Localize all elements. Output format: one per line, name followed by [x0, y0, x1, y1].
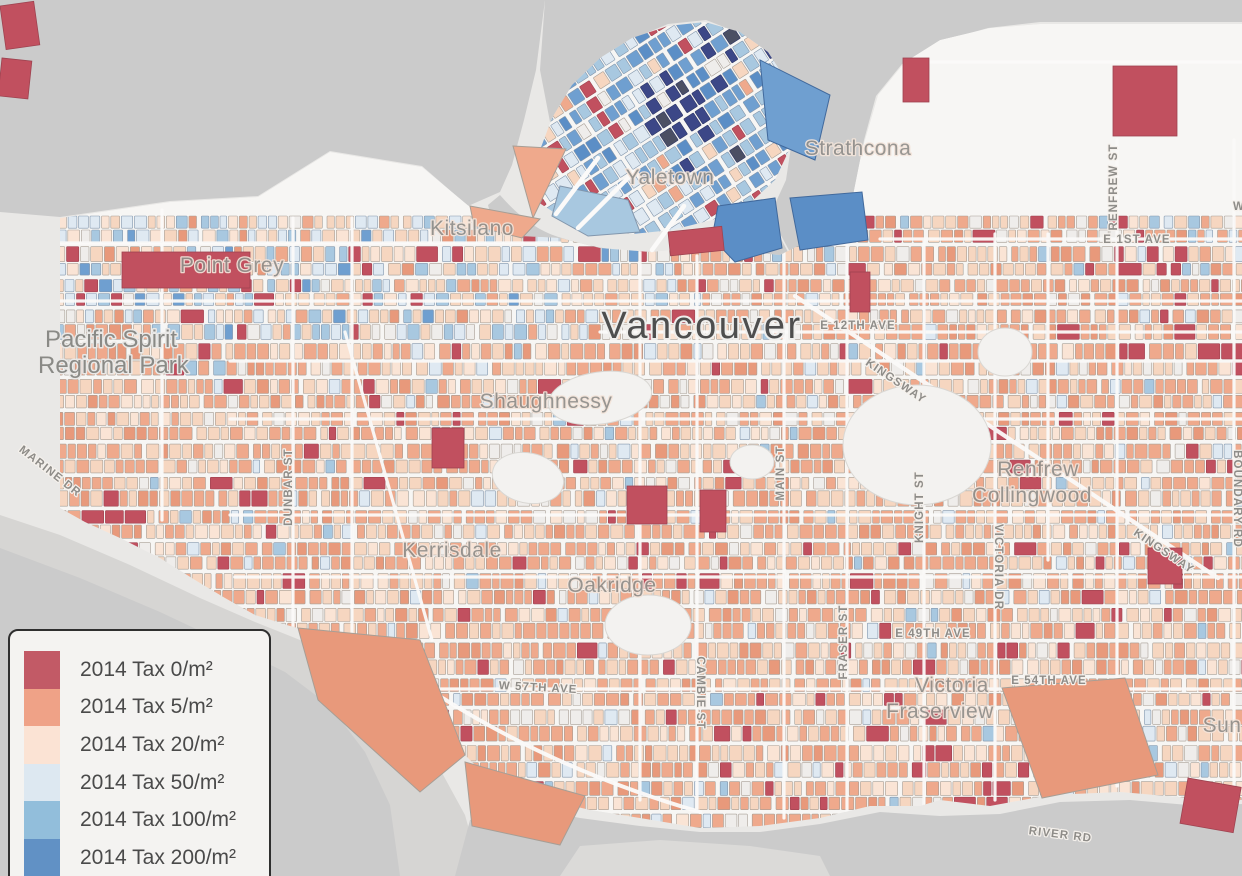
map-label-nbhd: Fraserview	[886, 700, 994, 723]
bridge-layer	[553, 155, 687, 253]
map-label-street: E 1ST AVE	[1103, 234, 1170, 246]
map-label-nbhd: Shaughnessy	[480, 390, 613, 413]
map-legend: 2014 Tax 0/m² 2014 Tax 5/m² 2014 Tax 20/m²…	[8, 629, 271, 876]
map-label-nbhd: Oakridge	[567, 574, 656, 597]
legend-color-swatch	[24, 726, 60, 764]
map-label-street: MAIN ST	[775, 446, 787, 501]
legend-color-swatch	[24, 763, 60, 802]
legend-item-label: 2014 Tax 200/m²	[80, 845, 237, 869]
legend-color-swatch	[24, 801, 60, 839]
legend-item: 2014 Tax 5/m²	[10, 688, 269, 727]
map-label-nbhd: Strathcona	[805, 137, 912, 160]
map-label-nbhd: Renfrew	[997, 458, 1079, 481]
legend-color-swatch	[24, 651, 60, 689]
map-label-street: E 49TH AVE	[895, 628, 971, 640]
map-label-street: E 54TH AVE	[1011, 675, 1087, 687]
map-label-nbhd: Kitsilano	[430, 217, 514, 240]
map-label-street: W 57TH AVE	[499, 680, 578, 696]
map-label-park: Regional Park	[38, 352, 190, 379]
legend-item: 2014 Tax 0/m²	[10, 651, 269, 689]
legend-item: 2014 Tax 20/m²	[10, 726, 269, 764]
legend-item-label: 2014 Tax 100/m²	[80, 808, 237, 832]
map-label-nbhd: Sun	[1203, 714, 1242, 737]
map-label-street: CAMBIE ST	[694, 656, 706, 729]
road-layer	[60, 60, 1242, 828]
map-label-street: DUNBAR ST	[283, 448, 295, 526]
legend-item-label: 2014 Tax 5/m²	[80, 695, 213, 719]
map-label-street: FRASER ST	[838, 604, 850, 679]
map-label-nbhd: Point Grey	[180, 254, 284, 277]
legend-item: 2014 Tax 200/m²	[10, 838, 269, 876]
legend-item: 2014 Tax 100/m²	[10, 801, 269, 839]
map-label-nbhd: Collingwood	[972, 484, 1092, 507]
map-label-street: VICTORIA DR	[992, 524, 1004, 610]
map-label-street: W	[1233, 201, 1242, 213]
map-label-street: KNIGHT ST	[914, 471, 926, 543]
legend-item: 2014 Tax 50/m²	[10, 763, 269, 802]
map-label-park: Pacific Spirit	[45, 326, 177, 353]
map-label-street: E 12TH AVE	[820, 320, 896, 332]
legend-item-label: 2014 Tax 20/m²	[80, 732, 225, 756]
legend-color-swatch	[24, 838, 60, 876]
legend-item-label: 2014 Tax 0/m²	[80, 657, 213, 681]
map-label-street: RENFREW ST	[1108, 143, 1120, 230]
legend-item-label: 2014 Tax 50/m²	[80, 770, 225, 794]
map-label-street: BOUNDARY RD	[1231, 450, 1242, 548]
map-label-nbhd: Kerrisdale	[402, 539, 502, 562]
legend-color-swatch	[24, 688, 60, 727]
feature-overlay-layer	[0, 0, 1242, 846]
map-label-nbhd: Victoria	[915, 674, 989, 697]
map-label-nbhd: Yaletown	[626, 166, 715, 189]
map-label-city: Vancouver	[601, 305, 802, 347]
